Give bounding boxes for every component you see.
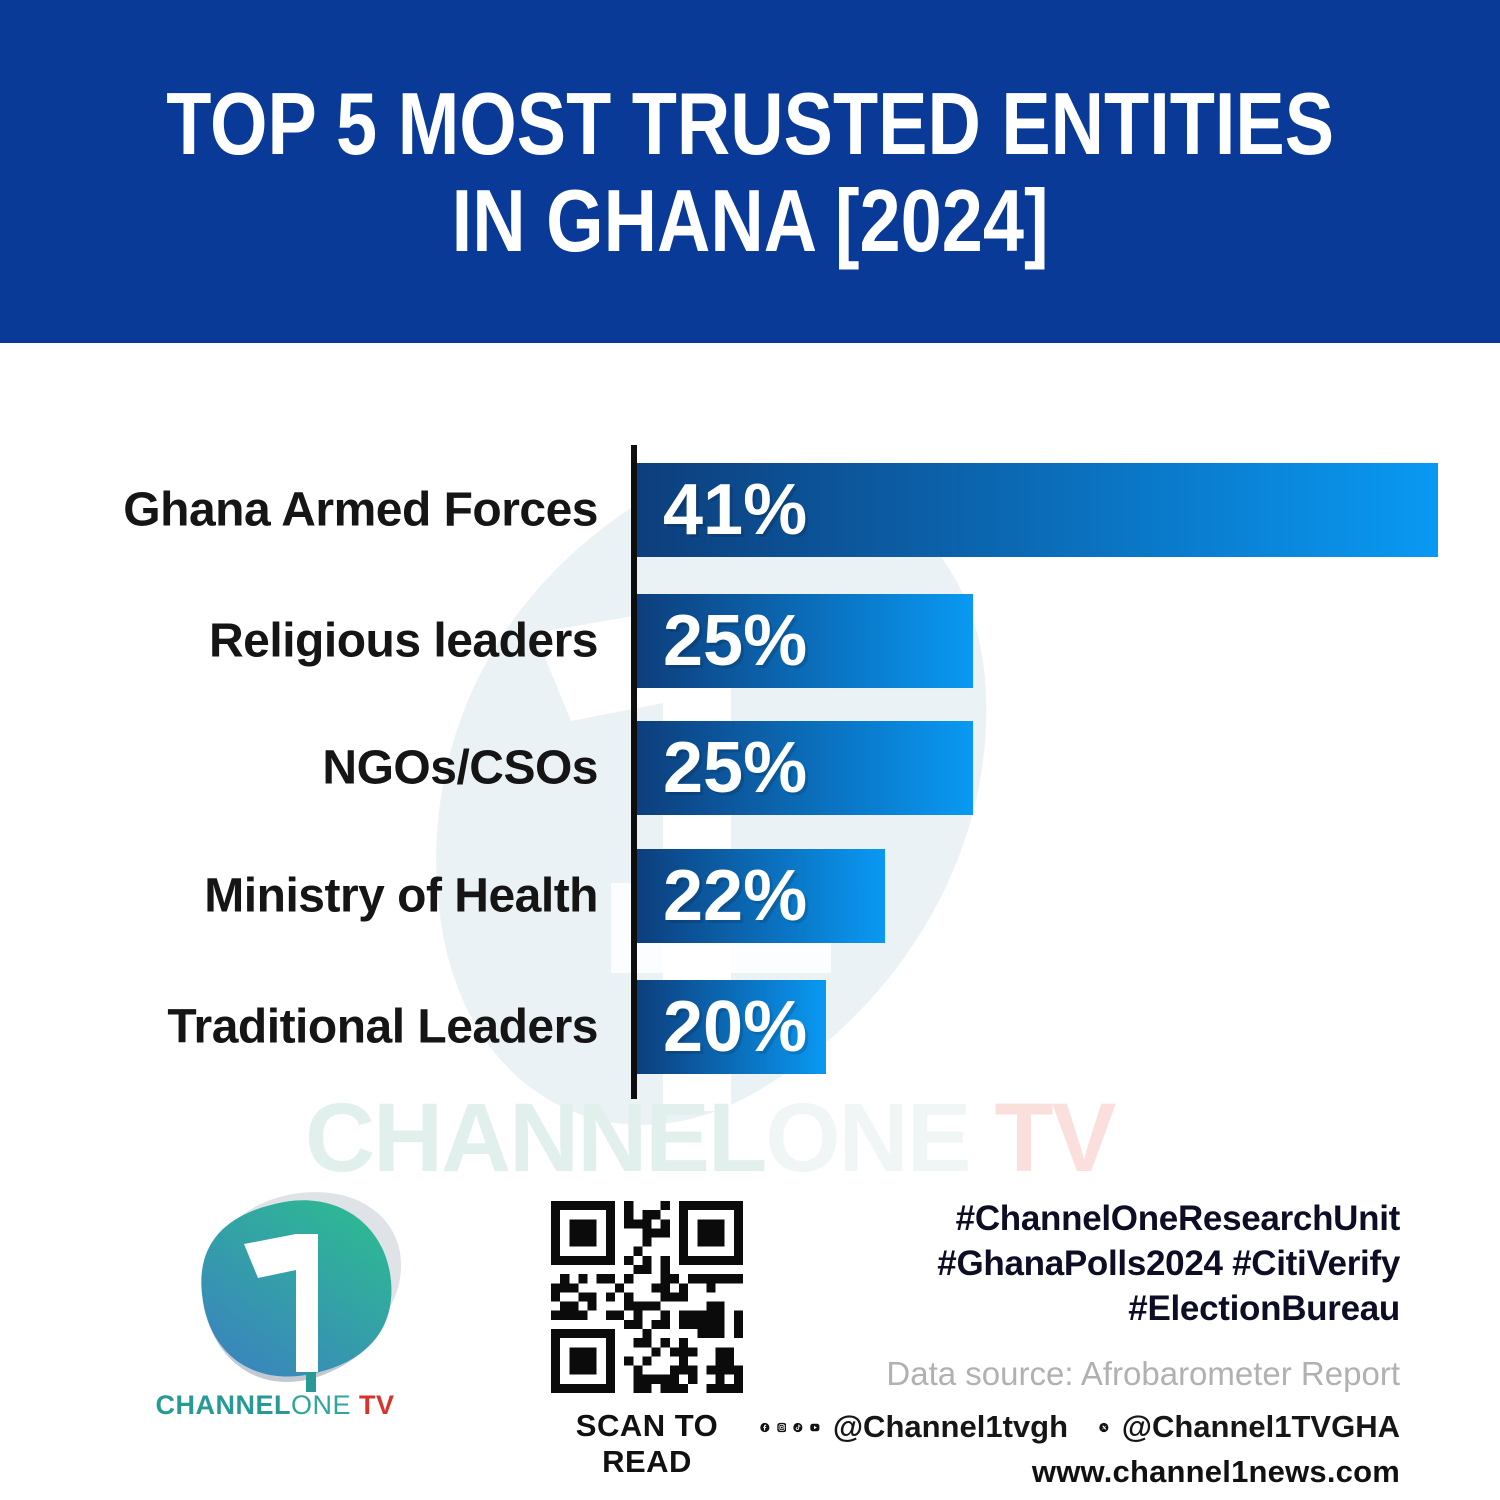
category-label: Traditional Leaders — [167, 1000, 598, 1054]
logo-wordmark-one: ONE — [290, 1390, 351, 1420]
bar-track: 25% — [637, 721, 1438, 815]
category-label: Ghana Armed Forces — [123, 483, 598, 537]
logo-wordmark-tv-text: TV — [359, 1390, 395, 1420]
instagram-icon — [777, 1422, 787, 1432]
bar: 25% — [637, 594, 974, 688]
chart-axis — [631, 445, 637, 1099]
bar-value-label: 25% — [663, 601, 808, 681]
chart-row: Ministry of Health 22% — [0, 849, 1500, 943]
qr-scan-label: SCAN TO READ — [575, 1408, 719, 1479]
chart-row: Ghana Armed Forces 41% — [0, 463, 1500, 557]
tiktok-icon — [793, 1422, 803, 1432]
qr-code — [551, 1201, 743, 1393]
bar-track: 41% — [637, 463, 1438, 557]
logo-wordmark-tv — [351, 1390, 359, 1420]
bar-chart: Ghana Armed Forces 41% Religious leaders… — [0, 445, 1500, 1125]
logo-wordmark: CHANNELONE TV — [135, 1390, 415, 1421]
youtube-icon — [810, 1423, 820, 1431]
bar-value-label: 41% — [663, 470, 808, 550]
chart-row: Traditional Leaders 20% — [0, 980, 1500, 1074]
watermark-text: CHANNELONE TV — [305, 1082, 1205, 1194]
channel-one-tv-logo — [201, 1192, 402, 1392]
website-url: www.channel1news.com — [1031, 1454, 1400, 1489]
data-source-label: Data source: Afrobarometer Report — [886, 1355, 1400, 1392]
chart-row: NGOs/CSOs 25% — [0, 721, 1500, 815]
bar-value-label: 22% — [663, 856, 808, 936]
title-line-2: IN GHANA [2024] — [451, 170, 1049, 270]
logo-wordmark-channel: CHANNEL — [155, 1390, 291, 1420]
category-label: NGOs/CSOs — [322, 741, 598, 795]
page-title: TOP 5 MOST TRUSTED ENTITIES IN GHANA [20… — [166, 75, 1334, 269]
footer-right-block: #ChannelOneResearchUnit #GhanaPolls2024 … — [760, 1196, 1400, 1490]
bar-track: 25% — [637, 594, 1438, 688]
category-label: Ministry of Health — [204, 869, 598, 923]
bar-value-label: 25% — [663, 728, 808, 808]
hashtag-line-3: #ElectionBureau — [1128, 1289, 1400, 1328]
facebook-icon — [760, 1422, 770, 1432]
bar: 22% — [637, 849, 886, 943]
hashtag-line-2: #GhanaPolls2024 #CitiVerify — [937, 1244, 1400, 1283]
watermark-channel: CHANNEL — [305, 1083, 767, 1192]
title-line-1: TOP 5 MOST TRUSTED ENTITIES — [166, 73, 1334, 173]
bar-track: 22% — [637, 849, 1438, 943]
title-banner: TOP 5 MOST TRUSTED ENTITIES IN GHANA [20… — [0, 0, 1500, 343]
x-twitter-icon — [1099, 1422, 1109, 1432]
social-row: @Channel1tvgh @Channel1TVGHA — [760, 1409, 1400, 1445]
hashtag-line-1: #ChannelOneResearchUnit — [955, 1199, 1401, 1238]
bar: 20% — [637, 980, 827, 1074]
social-handle-primary: @Channel1tvgh — [832, 1409, 1069, 1444]
bar-value-label: 20% — [663, 987, 808, 1067]
bar-track: 20% — [637, 980, 1438, 1074]
social-handle-x: @Channel1TVGHA — [1121, 1409, 1400, 1444]
bar: 25% — [637, 721, 974, 815]
watermark-tv — [969, 1083, 994, 1192]
bar: 41% — [637, 463, 1438, 557]
category-label: Religious leaders — [209, 614, 598, 668]
watermark-tv-text: TV — [994, 1083, 1116, 1192]
watermark-one: ONE — [765, 1083, 971, 1192]
chart-row: Religious leaders 25% — [0, 594, 1500, 688]
